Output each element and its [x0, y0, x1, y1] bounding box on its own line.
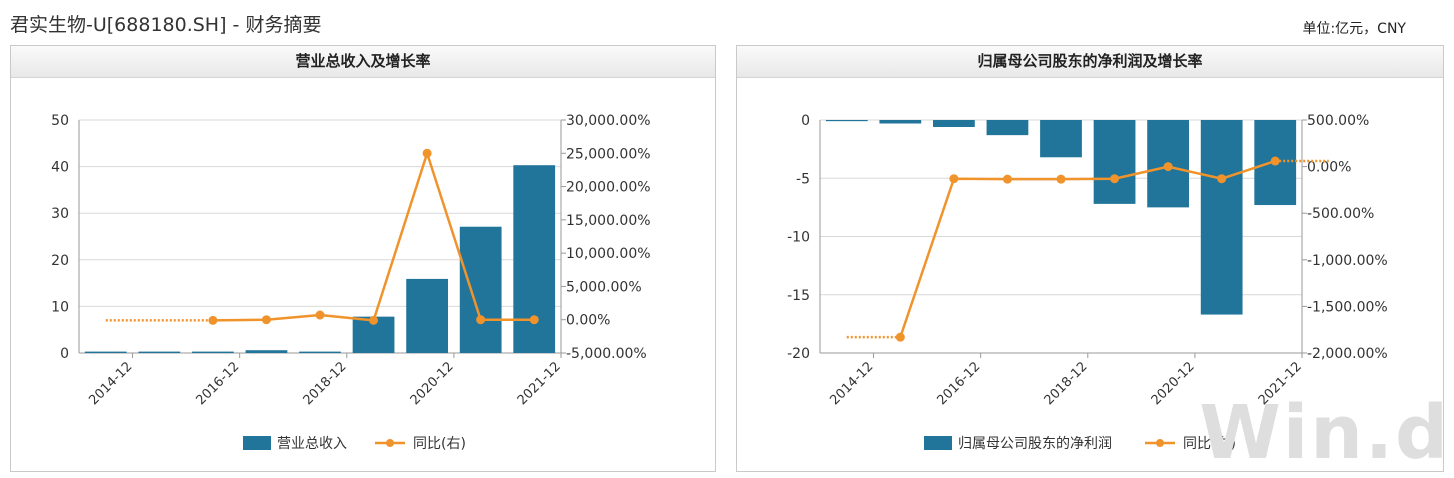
wind-watermark: Win.d — [1199, 390, 1450, 476]
line-point — [261, 315, 271, 325]
legend-line-marker — [1156, 439, 1164, 447]
bar — [1040, 120, 1082, 158]
y-right-tick-label: -500.00% — [1307, 206, 1374, 222]
y-right-tick-label: -2,000.00% — [1307, 346, 1388, 362]
y-left-tick-label: 30 — [51, 206, 69, 222]
bar — [1093, 120, 1136, 204]
line-point — [315, 310, 325, 320]
legend-bar-label: 营业总收入 — [277, 436, 347, 452]
line-point — [1217, 174, 1227, 184]
profit-chart-title: 归属母公司股东的净利润及增长率 — [737, 46, 1443, 78]
bar — [406, 278, 448, 353]
revenue-chart-title: 营业总收入及增长率 — [11, 46, 715, 78]
revenue-chart: 0 10 20 30 40 50 -5,000.00% 0.00% 5,000.00% 10,00… — [51, 113, 651, 452]
y-right-tick-label: 500.00% — [1307, 113, 1369, 129]
y-right-tick-label: 20,000.00% — [566, 180, 651, 196]
line-point — [529, 315, 539, 325]
y-left-tick-label: -10 — [787, 230, 810, 246]
line-point — [1002, 174, 1012, 184]
bar — [84, 351, 127, 353]
bar — [138, 351, 181, 353]
legend-bar-swatch — [243, 436, 271, 450]
y-right-tick-label: 5,000.00% — [566, 279, 642, 295]
y-left-tick-label: -5 — [796, 171, 810, 187]
bar — [513, 165, 556, 353]
x-tick-label: 2014-12 — [86, 359, 135, 408]
y-left-tick-label: 20 — [51, 253, 69, 269]
bar — [245, 350, 288, 353]
y-left-tick-label: -20 — [787, 346, 810, 362]
y-right-tick-label: 15,000.00% — [566, 213, 651, 229]
x-tick-label: 2020-12 — [408, 359, 457, 408]
bar — [879, 120, 922, 124]
line-point — [1110, 174, 1120, 184]
bar — [299, 351, 341, 353]
y-left-tick-label: 50 — [51, 113, 69, 129]
y-left-tick-label: 0 — [801, 113, 810, 129]
x-tick-label: 2021-12 — [515, 359, 564, 408]
bar — [933, 120, 975, 127]
y-left-tick-label: 10 — [51, 299, 69, 315]
profit-chart-panel: 归属母公司股东的净利润及增长率 -20 -15 -10 -5 0 -2,000.00% -1… — [736, 45, 1444, 472]
y-left-tick-label: -15 — [787, 288, 810, 304]
unit-label: 单位:亿元，CNY — [1302, 21, 1406, 37]
line-point — [895, 332, 905, 342]
line-point — [1163, 162, 1173, 172]
x-tick-label: 2020-12 — [1149, 359, 1198, 408]
bar — [192, 351, 234, 353]
series-line — [899, 159, 1276, 338]
y-left-tick-label: 0 — [60, 346, 69, 362]
x-tick-label: 2016-12 — [934, 359, 983, 408]
y-right-tick-label: 0.00% — [566, 313, 610, 329]
line-point — [1270, 156, 1280, 166]
bar — [986, 120, 1029, 136]
y-right-tick-label: -1,500.00% — [1307, 299, 1388, 315]
line-point — [422, 148, 432, 158]
legend-bar-label: 归属母公司股东的净利润 — [958, 435, 1112, 452]
revenue-chart-panel: 营业总收入及增长率 0 10 20 30 40 50 -5,000.00% 0.00% 5,00… — [10, 45, 716, 472]
y-right-tick-label: 10,000.00% — [566, 246, 651, 262]
bar — [825, 120, 868, 122]
legend-bar-swatch — [924, 436, 952, 450]
y-right-tick-label: -1,000.00% — [1307, 253, 1388, 269]
bar — [1200, 120, 1243, 315]
legend-line-label: 同比(右) — [413, 436, 466, 452]
y-right-tick-label: 30,000.00% — [566, 113, 651, 129]
legend-line-marker — [386, 439, 394, 447]
line-point — [369, 315, 379, 325]
y-left-tick-label: 40 — [51, 160, 69, 176]
bar — [459, 226, 502, 353]
line-point — [1056, 174, 1066, 184]
legend-line-label: 同比(右) — [1183, 436, 1236, 452]
page-title: 君实生物-U[688180.SH] - 财务摘要 — [10, 14, 322, 36]
line-point — [476, 315, 486, 325]
line-point — [949, 174, 959, 184]
x-tick-label: 2014-12 — [827, 359, 876, 408]
x-tick-label: 2018-12 — [301, 359, 350, 408]
x-tick-label: 2016-12 — [193, 359, 242, 408]
y-right-tick-label: -5,000.00% — [566, 346, 647, 362]
line-point — [208, 315, 218, 325]
y-right-tick-label: 0.00% — [1307, 160, 1351, 176]
profit-chart: -20 -15 -10 -5 0 -2,000.00% -1,500.00% -1,000.0… — [787, 113, 1388, 452]
x-tick-label: 2018-12 — [1042, 359, 1091, 408]
y-right-tick-label: 25,000.00% — [566, 146, 651, 162]
